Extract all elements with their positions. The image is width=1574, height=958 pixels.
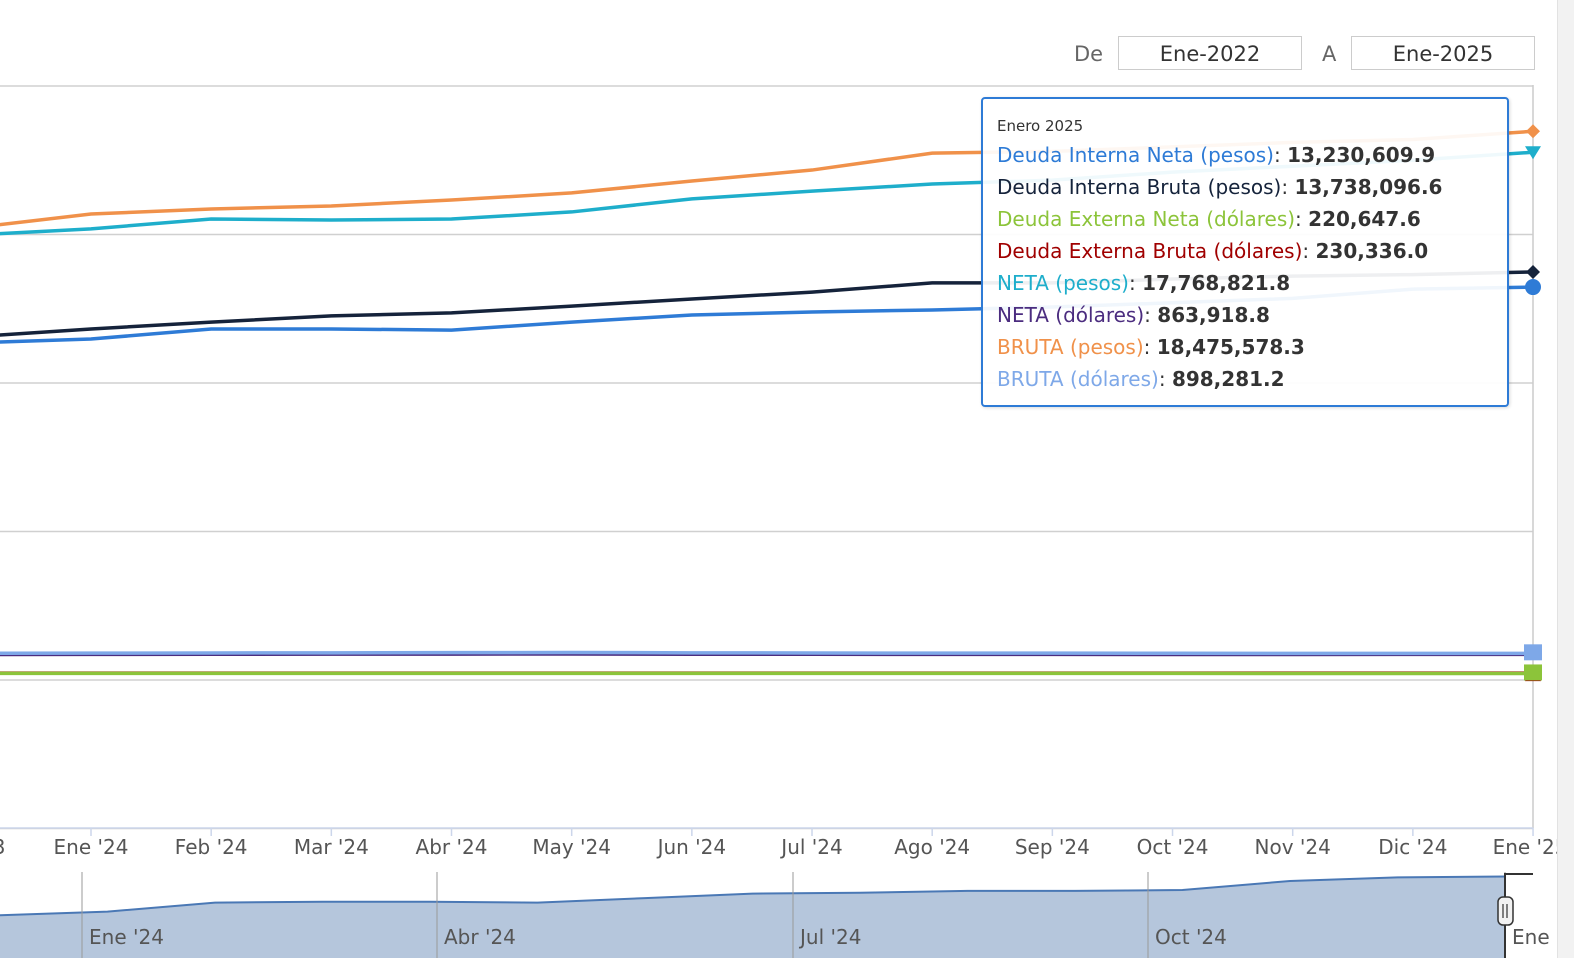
x-tick-label: Ene '24 [54,835,129,859]
navigator-label: Oct '24 [1155,925,1227,949]
tooltip-title: Enero 2025 [997,117,1084,135]
series-marker[interactable] [1524,664,1542,681]
tooltip-series-value: 13,738,096.6 [1294,175,1443,199]
x-tick-label: Jul '24 [779,835,842,859]
tooltip-series-value: 220,647.6 [1308,207,1421,231]
range-from-input[interactable]: Ene-2022 [1118,36,1302,70]
x-tick-label: Dic '24 [1378,835,1447,859]
series-marker[interactable] [1524,644,1542,661]
tooltip-row: Deuda Externa Bruta (dólares): 230,336.0 [997,239,1429,263]
range-to-input[interactable]: Ene-2025 [1351,36,1535,70]
page-scrollbar[interactable] [1557,0,1574,958]
x-axis: Dic '23 Ene '24 Feb '24 Mar '24 Abr '24 May '… [0,827,1568,859]
tooltip-series-value: 898,281.2 [1171,367,1285,391]
series-marker[interactable] [1526,124,1540,139]
x-tick-label: Jun '24 [656,835,727,859]
tooltip-series-value: 863,918.8 [1157,303,1270,327]
tooltip-series-value: 17,768,821.8 [1142,271,1291,295]
x-tick-label: Oct '24 [1137,835,1209,859]
x-tick-label: May '24 [532,835,611,859]
x-tick-label: Sep '24 [1015,835,1090,859]
tooltip-series-name: NETA (dólares) [997,303,1145,327]
x-tick-label: Mar '24 [294,835,369,859]
navigator-area [0,876,1505,958]
end-markers [1524,124,1542,682]
tooltip-series-name: BRUTA (pesos) [997,335,1144,359]
tooltip-series-value: 18,475,578.3 [1156,335,1305,359]
x-tick-label: Nov '24 [1255,835,1331,859]
tooltip-series-name: Deuda Externa Bruta (dólares) [997,239,1303,263]
tooltip-row: Deuda Interna Bruta (pesos): 13,738,096.… [997,175,1443,199]
range-to-label: A [1322,42,1337,66]
tooltip-row: NETA (dólares): 863,918.8 [997,303,1270,327]
series-marker[interactable] [1525,279,1541,296]
x-tick-label: Dic '23 [0,835,5,859]
tooltip-series-name: NETA (pesos) [997,271,1129,295]
tooltip-row: BRUTA (pesos): 18,475,578.3 [997,335,1305,359]
tooltip-series-name: BRUTA (dólares) [997,367,1159,391]
tooltip-row: Deuda Externa Neta (dólares): 220,647.6 [997,207,1421,231]
x-tick-label: Ago '24 [894,835,970,859]
tooltip-series-name: Deuda Interna Bruta (pesos) [997,175,1282,199]
navigator-line [0,875,1506,917]
navigator-label: Jul '24 [798,925,861,949]
tooltip-series-name: Deuda Interna Neta (pesos) [997,143,1274,167]
navigator: Ene '24 Abr '24 Jul '24 Oct '24 Ene [0,871,1574,958]
tooltip-series-name: Deuda Externa Neta (dólares) [997,207,1296,231]
navigator-handle[interactable] [1497,896,1514,926]
x-tick-label: Ene '25 [1493,835,1568,859]
navigator-label: Ene [1512,925,1550,949]
tooltip-series-value: 230,336.0 [1315,239,1429,263]
x-tick-label: Feb '24 [175,835,248,859]
series-marker[interactable] [1525,146,1541,160]
tooltip-row: Deuda Interna Neta (pesos): 13,230,609.9 [997,143,1436,167]
range-from-label: De [1074,42,1104,66]
navigator-label: Abr '24 [444,925,516,949]
navigator-label: Ene '24 [89,925,164,949]
tooltip: Enero 2025 Deuda Interna Neta (pesos): 1… [981,97,1509,407]
series-marker[interactable] [1526,264,1540,279]
x-tick-label: Abr '24 [416,835,488,859]
tooltip-row: BRUTA (dólares): 898,281.2 [997,367,1285,391]
navigator-mask-outline [1504,873,1533,958]
series-line[interactable] [0,650,1534,656]
handle-grip-icon [1502,904,1508,918]
tooltip-series-value: 13,230,609.9 [1287,143,1436,167]
tooltip-row: NETA (pesos): 17,768,821.8 [997,271,1291,295]
